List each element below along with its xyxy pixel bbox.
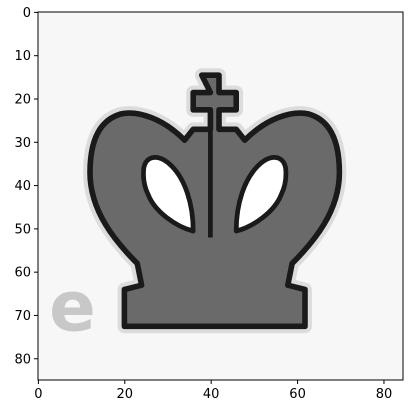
x-tick-label: 40: [203, 387, 220, 402]
axes-frame: [37, 11, 404, 381]
chess-king-icon: [87, 72, 343, 330]
y-tick-label: 60: [14, 266, 31, 281]
y-tick-label: 80: [14, 352, 31, 367]
x-tick-label: 80: [376, 387, 393, 402]
chess-piece-image: e: [49, 68, 347, 348]
y-tick-label: 20: [14, 92, 31, 107]
x-tick-label: 60: [289, 387, 306, 402]
y-axis: 0 10 20 30 40 50 60 70 80: [14, 6, 38, 367]
y-tick-label: 0: [23, 6, 31, 21]
y-tick-label: 10: [14, 49, 31, 64]
crown-left-window: [141, 155, 196, 234]
y-tick-label: 40: [14, 179, 31, 194]
y-tick-label: 50: [14, 222, 31, 237]
x-tick-label: 0: [34, 387, 42, 402]
x-axis: 0 20 40 60 80: [34, 380, 392, 402]
crown-right-window: [233, 155, 289, 234]
y-tick-label: 30: [14, 136, 31, 151]
y-tick-label: 70: [14, 309, 31, 324]
watermark-letter: e: [49, 267, 96, 347]
x-tick-label: 20: [117, 387, 134, 402]
